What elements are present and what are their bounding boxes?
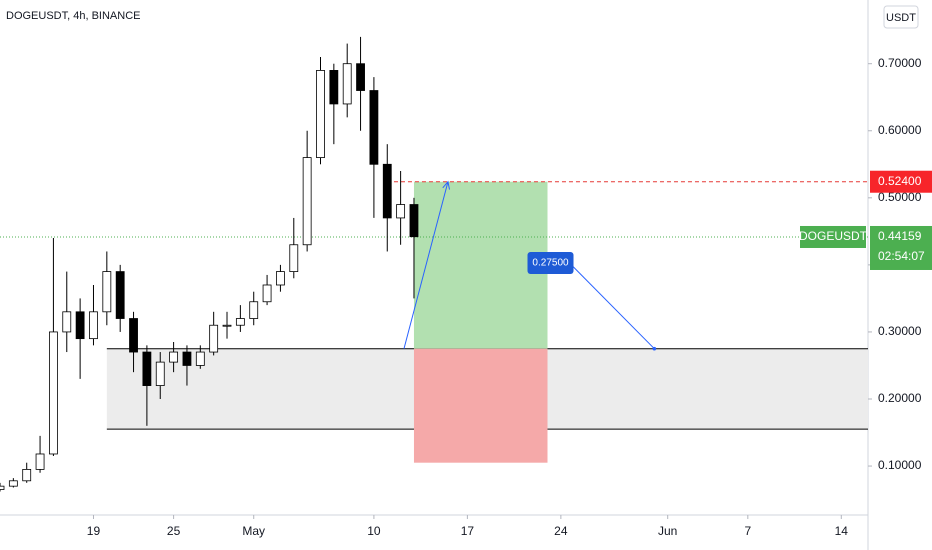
x-tick-label: May	[242, 524, 265, 538]
y-tick-label: 0.50000	[878, 190, 922, 204]
target-badge	[870, 170, 932, 193]
candle-body	[0, 485, 5, 490]
x-tick-label: 17	[461, 524, 475, 538]
x-tick-label: 25	[167, 524, 181, 538]
candle-body	[169, 351, 179, 363]
candle-body	[142, 351, 152, 386]
arrow-line	[403, 181, 449, 349]
candle-body	[316, 70, 325, 158]
x-tick-label: 7	[744, 524, 751, 538]
candle-body	[115, 271, 125, 319]
candle-body	[182, 351, 192, 366]
candle-body	[342, 63, 352, 105]
arrow-head	[442, 180, 450, 190]
candle-body	[276, 271, 285, 286]
candle-body	[262, 284, 272, 303]
candle-body	[235, 318, 245, 326]
candle-body	[249, 301, 259, 319]
y-tick-label: 0.70000	[878, 56, 922, 70]
candle-body	[49, 331, 58, 455]
x-tick-label: Jun	[658, 524, 677, 538]
currency-button[interactable]	[883, 5, 919, 29]
candle-body	[409, 204, 419, 238]
candle-body	[129, 318, 138, 353]
candle-body	[62, 311, 72, 333]
candle-body	[329, 70, 339, 105]
candle-body	[382, 163, 392, 219]
symbol-label: DOGEUSDT	[799, 229, 868, 243]
candle-body	[289, 244, 299, 272]
x-tick-label: 19	[87, 524, 101, 538]
profit-zone	[413, 181, 548, 349]
loss-zone	[413, 348, 548, 463]
candle-body	[75, 311, 85, 340]
candle-body	[369, 90, 379, 165]
candle-body	[209, 324, 219, 353]
candle-body	[222, 324, 232, 327]
candle-body	[356, 63, 365, 91]
countdown-label: 02:54:07	[878, 249, 925, 263]
y-tick-label: 0.20000	[878, 391, 922, 405]
candle-body	[155, 361, 165, 386]
symbol-badge	[800, 225, 866, 248]
candle-body	[102, 271, 112, 313]
projection-point	[652, 346, 657, 351]
y-tick-label: 0.30000	[878, 324, 922, 338]
candle-body	[302, 157, 312, 246]
x-tick-label: 14	[835, 524, 849, 538]
candle-body	[22, 469, 32, 482]
candle-body	[35, 453, 45, 470]
y-tick-label: 0.10000	[878, 458, 922, 472]
x-tick-label: 24	[554, 524, 568, 538]
target-label: 0.52400	[878, 174, 922, 188]
currency-label[interactable]: USDT	[886, 12, 916, 24]
x-tick-label: 10	[367, 524, 381, 538]
last-price-label: 0.44159	[878, 229, 922, 243]
candle-body	[396, 204, 406, 219]
candle-body	[89, 311, 98, 340]
projection-line	[569, 262, 655, 350]
candle-body	[8, 480, 18, 487]
entry-badge	[527, 252, 574, 274]
price-badge	[870, 225, 932, 270]
y-tick-label: 0.60000	[878, 123, 922, 137]
candle-body	[195, 351, 205, 366]
chart-title: DOGEUSDT, 4h, BINANCE	[6, 10, 140, 22]
entry-label: 0.27500	[532, 258, 569, 269]
